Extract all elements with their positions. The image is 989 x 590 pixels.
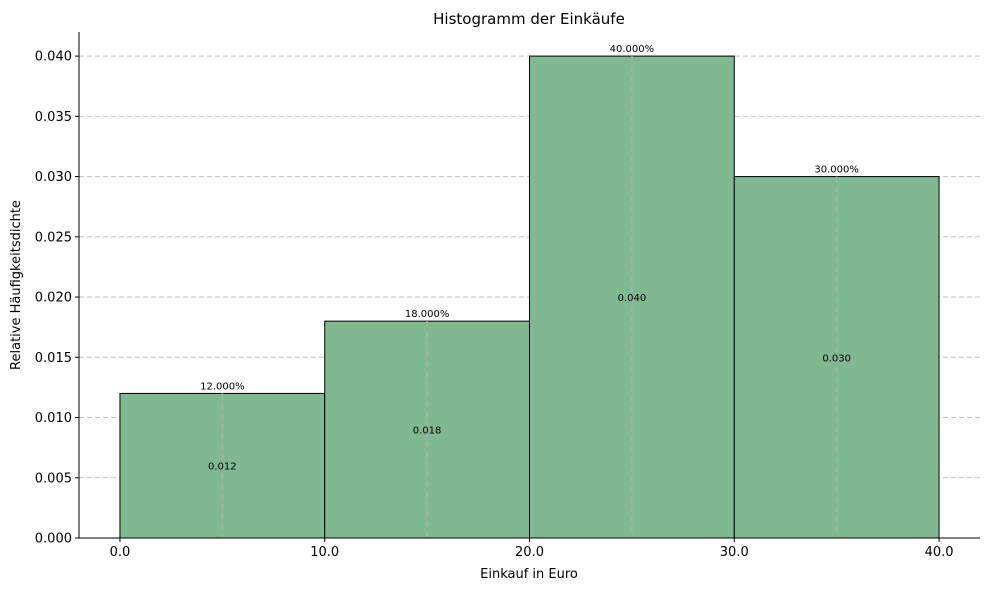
y-tick-label-3: 0.015 [35,351,72,366]
x-tick-label-4: 40.0 [925,545,954,560]
x-tick-label-2: 20.0 [515,545,544,560]
y-tick-label-5: 0.025 [35,230,72,245]
bar-density-label-2: 0.018 [413,426,442,437]
axes: 0.000 0.005 0.010 0.015 0.020 0.025 0.030 0.035… [35,32,980,560]
bar-density-label-4: 0.030 [822,353,851,364]
x-axis-label: Einkauf in Euro [480,567,578,582]
bar-percent-label-1: 12.000% [200,381,245,392]
y-tick-label-1: 0.005 [35,471,72,486]
bar-percent-label-2: 18.000% [405,309,450,320]
y-tick-label-6: 0.030 [35,170,72,185]
bar-percent-label-4: 30.000% [814,165,859,176]
bar-percent-label-3: 40.000% [610,44,655,55]
y-tick-label-4: 0.020 [35,291,72,306]
data-labels: 12.000% 0.012 18.000% 0.018 40.000% 0.040 30.0… [200,44,859,473]
chart-title: Histogramm der Einkäufe [433,10,625,28]
x-tick-label-0: 0.0 [110,545,131,560]
bar-density-label-3: 0.040 [618,293,647,304]
y-tick-label-7: 0.035 [35,110,72,125]
y-axis-label: Relative Häufigkeitsdichte [9,200,24,370]
x-tick-label-1: 10.0 [310,545,339,560]
y-tick-label-8: 0.040 [35,50,72,65]
bars [119,55,940,539]
y-tick-label-2: 0.010 [35,411,72,426]
bar-density-label-1: 0.012 [208,462,237,473]
x-tick-label-3: 30.0 [720,545,749,560]
y-tick-label-0: 0.000 [35,532,72,547]
